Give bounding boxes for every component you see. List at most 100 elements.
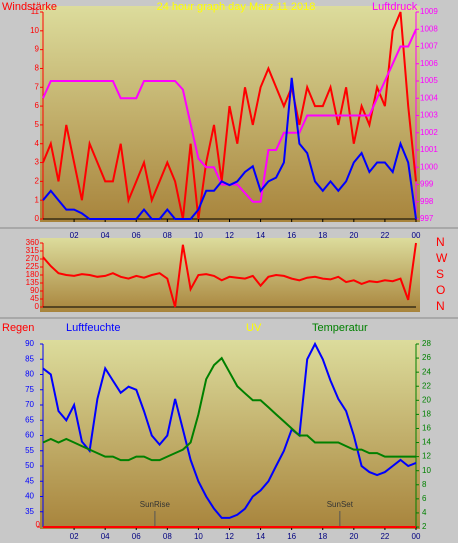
annotation: SunRise xyxy=(140,500,171,509)
y2-tick-label: 16 xyxy=(422,424,431,433)
series-line xyxy=(42,356,416,462)
y2-tick-label: W xyxy=(436,251,448,265)
y-tick-label: 2 xyxy=(35,176,40,185)
y2-tick-label: 1005 xyxy=(420,76,438,85)
series-line xyxy=(42,11,417,220)
chart-title: 24 hour graph day Marz 11 2018 xyxy=(157,1,316,13)
y-tick-label: 5 xyxy=(35,120,40,129)
y2-tick-label: 1002 xyxy=(420,128,438,137)
annotation: SunSet xyxy=(327,500,354,509)
plot-area xyxy=(40,6,420,222)
y-tick-label: 55 xyxy=(25,446,34,455)
y2-tick-label: 4 xyxy=(422,508,427,517)
y-tick-label: 75 xyxy=(25,385,34,394)
y-tick-label: 65 xyxy=(25,415,34,424)
y-tick-label: 80 xyxy=(25,370,34,379)
y-tick-label: 4 xyxy=(35,139,40,148)
y-tick-label: 315 xyxy=(26,246,40,255)
y2-tick-label: 1008 xyxy=(420,24,438,33)
y-tick-label: 60 xyxy=(25,431,34,440)
y2-tick-label: 2 xyxy=(422,522,427,531)
y-tick-label: 70 xyxy=(25,400,34,409)
y2-tick-label: 1004 xyxy=(420,93,438,102)
x-tick-label: 02 xyxy=(70,532,79,541)
y2-tick-label: 1009 xyxy=(420,7,438,16)
y-tick-label: 40 xyxy=(25,492,34,501)
y-label: Windstärke xyxy=(2,1,57,13)
y2-tick-label: 14 xyxy=(422,438,431,447)
y-tick-label: 6 xyxy=(35,101,40,110)
y-tick-label: 7 xyxy=(35,82,40,91)
x-tick-label: 12 xyxy=(225,231,234,240)
x-tick-label: 04 xyxy=(101,532,110,541)
y-tick-label: 9 xyxy=(35,45,40,54)
x-tick-label: 10 xyxy=(194,231,203,240)
x-tick-label: 06 xyxy=(132,532,141,541)
y-tick-label: 0 xyxy=(35,214,40,223)
series-line xyxy=(42,242,417,308)
y3-tick-label: 0 xyxy=(36,520,41,529)
series-label: Regen xyxy=(2,322,34,334)
y2-tick-label: 1007 xyxy=(420,42,438,51)
uv-label: UV xyxy=(246,322,262,334)
x-tick-label: 12 xyxy=(225,532,234,541)
x-tick-label: 22 xyxy=(380,532,389,541)
x-tick-label: 08 xyxy=(163,231,172,240)
y2-tick-label: 24 xyxy=(422,367,431,376)
y-tick-label: 90 xyxy=(30,286,39,295)
y2-tick-label: 26 xyxy=(422,353,431,362)
y-tick-label: 135 xyxy=(26,278,40,287)
y2-tick-label: 10 xyxy=(422,466,431,475)
y2-tick-label: 1006 xyxy=(420,59,438,68)
x-tick-label: 04 xyxy=(101,231,110,240)
y-tick-label: 45 xyxy=(25,476,34,485)
y2-tick-label: 6 xyxy=(422,494,427,503)
x-tick-label: 00 xyxy=(412,532,421,541)
x-tick-label: 10 xyxy=(194,532,203,541)
y-tick-label: 360 xyxy=(26,238,40,247)
y2-label: Luftdruck xyxy=(372,1,418,13)
y-tick-label: 180 xyxy=(26,270,40,279)
y2-tick-label: 1000 xyxy=(420,162,438,171)
y2-tick-label: N xyxy=(436,235,445,249)
series-label: Luftfeuchte xyxy=(66,322,120,334)
y-tick-label: 3 xyxy=(35,158,40,167)
y2-tick-label: 1001 xyxy=(420,145,438,154)
y2-tick-label: 18 xyxy=(422,409,431,418)
y-tick-label: 35 xyxy=(25,507,34,516)
y-tick-label: 90 xyxy=(25,339,34,348)
x-tick-label: 00 xyxy=(412,231,421,240)
x-tick-label: 02 xyxy=(70,231,79,240)
y2-tick-label: 1003 xyxy=(420,111,438,120)
y2-tick-label: 999 xyxy=(420,180,434,189)
y2-tick-label: 997 xyxy=(420,214,434,223)
x-tick-label: 14 xyxy=(256,532,265,541)
x-tick-label: 20 xyxy=(349,532,358,541)
y-tick-label: 0 xyxy=(35,302,40,311)
y2-tick-label: 8 xyxy=(422,480,427,489)
y-tick-label: 1 xyxy=(35,195,40,204)
x-tick-label: 22 xyxy=(380,231,389,240)
y2-tick-label: S xyxy=(436,267,444,281)
y-tick-label: 85 xyxy=(25,354,34,363)
y-tick-label: 10 xyxy=(30,26,39,35)
series-line xyxy=(42,341,417,519)
x-tick-label: 14 xyxy=(256,231,265,240)
plot-area xyxy=(40,238,420,312)
y2-tick-label: N xyxy=(436,299,445,313)
series-label: Temperatur xyxy=(312,322,368,334)
y-tick-label: 11 xyxy=(31,7,40,16)
y2-tick-label: 22 xyxy=(422,381,431,390)
y2-tick-label: 998 xyxy=(420,197,434,206)
y-tick-label: 50 xyxy=(25,461,34,470)
series-line xyxy=(42,77,417,220)
x-tick-label: 18 xyxy=(318,532,327,541)
plot-area xyxy=(40,340,420,529)
x-tick-label: 16 xyxy=(287,231,296,240)
y-tick-label: 270 xyxy=(26,254,40,263)
x-tick-label: 06 xyxy=(132,231,141,240)
x-tick-label: 16 xyxy=(287,532,296,541)
y2-tick-label: 12 xyxy=(422,452,431,461)
y-tick-label: 8 xyxy=(35,64,40,73)
